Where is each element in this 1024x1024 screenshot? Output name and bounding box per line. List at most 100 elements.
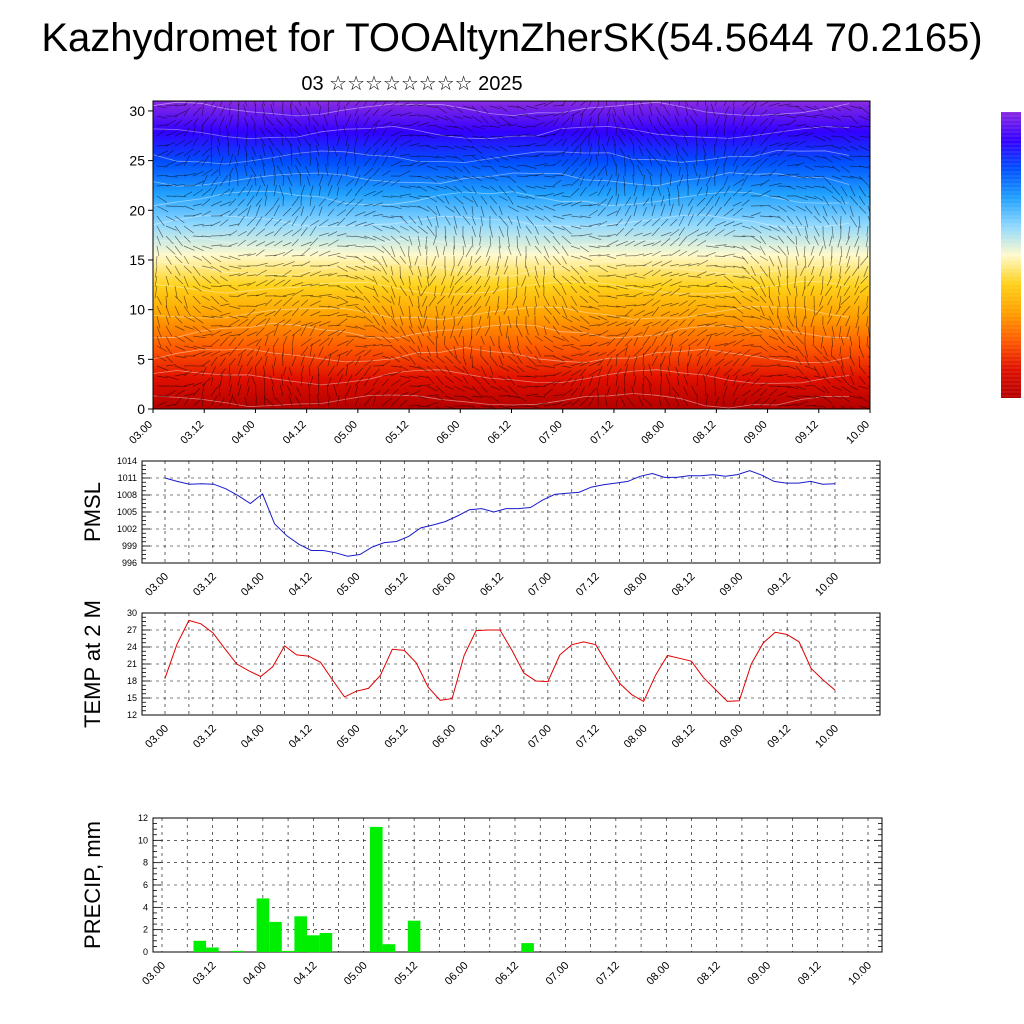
- wind-barb: [192, 325, 202, 334]
- wind-barb: [696, 217, 706, 227]
- wind-barb: [354, 211, 366, 217]
- wind-barb: [273, 204, 280, 217]
- wind-barb: [417, 384, 431, 387]
- wind-barb: [597, 315, 608, 321]
- wind-barb: [435, 125, 448, 131]
- precip-bar: [370, 826, 383, 952]
- wind-barb: [294, 118, 302, 127]
- wind-barb: [849, 125, 861, 129]
- wind-barb: [579, 275, 586, 285]
- wind-barb: [612, 113, 617, 127]
- wind-barb: [192, 382, 203, 387]
- wind-barb: [273, 197, 280, 207]
- wind-barb: [426, 335, 435, 345]
- wind-barb: [417, 122, 430, 127]
- wind-barb: [651, 330, 662, 337]
- wind-barb: [354, 275, 365, 281]
- wind-barb: [624, 338, 633, 347]
- wind-barb: [507, 335, 511, 349]
- wind-barb: [813, 305, 816, 316]
- wind-barb: [635, 158, 644, 167]
- wind-barb: [426, 394, 440, 397]
- wind-barb: [345, 134, 349, 147]
- wind-barb: [588, 368, 600, 377]
- wind-barb: [462, 355, 467, 366]
- wind-barb: [612, 135, 617, 147]
- wind-barb: [741, 371, 753, 377]
- wind-barb: [723, 275, 734, 284]
- wind-barb: [453, 134, 464, 137]
- plot-frame: [141, 460, 881, 564]
- wind-barb: [327, 330, 340, 337]
- wind-barb: [813, 385, 826, 393]
- wind-barb: [381, 109, 393, 117]
- wind-barb: [219, 331, 232, 337]
- wind-barb: [705, 205, 714, 217]
- wind-barb: [225, 124, 230, 137]
- wind-barb: [714, 206, 722, 217]
- wind-barb: [663, 104, 671, 117]
- x-tick-label: 03.00: [140, 960, 168, 988]
- wind-barb: [660, 163, 663, 177]
- wind-barb: [228, 198, 237, 207]
- wind-barb: [633, 220, 643, 227]
- wind-barb: [174, 110, 187, 117]
- wind-barb: [732, 235, 746, 237]
- wind-barb: [831, 105, 841, 112]
- wind-barb: [786, 115, 797, 119]
- wind-barb: [534, 265, 538, 278]
- wind-barb: [498, 385, 509, 393]
- wind-barb: [732, 101, 736, 107]
- wind-barb: [261, 144, 266, 157]
- wind-barb: [813, 395, 827, 399]
- wind-barb: [435, 375, 444, 385]
- wind-barb: [381, 335, 392, 344]
- wind-barb: [849, 405, 854, 409]
- wind-barb: [723, 285, 734, 289]
- wind-barb: [552, 335, 565, 341]
- precip-bar: [521, 943, 534, 952]
- wind-barb: [795, 124, 807, 127]
- wind-barb: [606, 274, 617, 277]
- wind-barb: [854, 285, 860, 296]
- wind-barb: [840, 215, 842, 229]
- wind-barb: [836, 285, 842, 298]
- wind-barb: [543, 374, 556, 377]
- wind-barb: [616, 125, 626, 137]
- wind-barb: [237, 328, 249, 337]
- wind-barb: [696, 303, 707, 307]
- wind-barb: [363, 235, 377, 241]
- wind-barb: [273, 396, 284, 407]
- wind-barb: [156, 225, 164, 238]
- wind-barb: [255, 292, 268, 297]
- wind-barb: [813, 114, 824, 117]
- wind-barb: [228, 295, 240, 298]
- wind-barb: [849, 335, 853, 346]
- wind-barb: [399, 245, 406, 257]
- x-tick-label: 05.12: [383, 419, 411, 447]
- wind-barb: [768, 255, 775, 267]
- wind-barb: [264, 195, 268, 207]
- wind-barb: [288, 125, 293, 137]
- wind-barb: [648, 383, 653, 397]
- wind-barb: [174, 245, 183, 256]
- wind-barb: [327, 185, 333, 197]
- wind-barb: [228, 153, 234, 167]
- y-tick-label: 12: [127, 710, 137, 720]
- wind-barb: [289, 187, 293, 197]
- wind-barb: [840, 155, 854, 161]
- wind-barb: [534, 163, 548, 167]
- wind-barb: [286, 385, 293, 397]
- wind-barb: [345, 338, 354, 347]
- wind-barb: [318, 294, 332, 297]
- wind-barb: [844, 265, 851, 274]
- wind-barb: [408, 375, 419, 379]
- wind-barb: [237, 318, 249, 327]
- wind-barb: [723, 221, 735, 227]
- wind-barb: [372, 315, 380, 326]
- wind-barb: [822, 235, 826, 249]
- wind-barb: [353, 146, 356, 157]
- wind-barb: [471, 185, 477, 194]
- wind-barb: [201, 285, 212, 290]
- wind-barb: [617, 135, 626, 147]
